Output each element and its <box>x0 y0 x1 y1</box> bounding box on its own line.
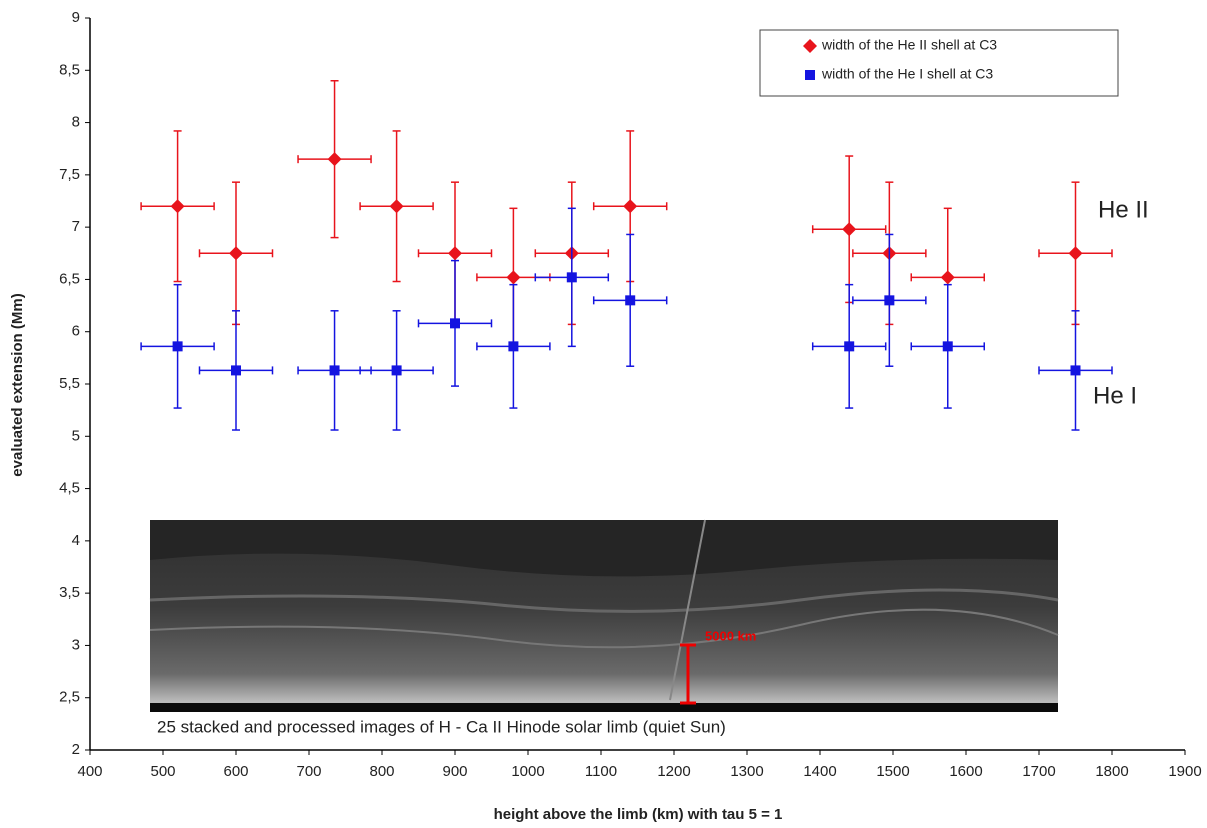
legend-label: width of the He I shell at C3 <box>821 66 993 82</box>
point <box>625 295 636 306</box>
point <box>172 341 183 352</box>
point <box>884 295 895 306</box>
y-tick-label: 8 <box>72 114 80 131</box>
y-tick-label: 7,5 <box>59 166 80 183</box>
point <box>842 222 857 237</box>
y-tick-label: 4,5 <box>59 480 80 497</box>
point <box>170 199 185 214</box>
x-tick-label: 1000 <box>511 763 544 780</box>
y-tick-label: 3,5 <box>59 584 80 601</box>
y-tick-label: 2,5 <box>59 689 80 706</box>
point <box>844 341 855 352</box>
x-tick-label: 1400 <box>803 763 836 780</box>
point <box>229 246 243 261</box>
y-tick-label: 2 <box>72 741 80 758</box>
y-axis-label: evaluated extension (Mm) <box>9 293 26 476</box>
x-tick-label: 700 <box>296 763 321 780</box>
y-tick-label: 7 <box>72 218 80 235</box>
point <box>940 270 955 285</box>
point <box>623 199 638 214</box>
y-tick-label: 4 <box>72 532 80 549</box>
x-tick-label: 1100 <box>585 763 617 780</box>
x-tick-label: 1300 <box>730 763 763 780</box>
inset-caption: 25 stacked and processed images of H - C… <box>157 717 726 736</box>
x-tick-label: 1200 <box>657 763 690 780</box>
legend-label: width of the He II shell at C3 <box>821 37 997 53</box>
y-tick-label: 3 <box>72 636 80 653</box>
point <box>942 341 953 352</box>
y-tick-label: 9 <box>72 9 80 26</box>
point <box>1068 246 1083 261</box>
x-axis-label: height above the limb (km) with tau 5 = … <box>494 806 783 823</box>
y-tick-label: 5,5 <box>59 375 80 392</box>
point <box>450 318 460 329</box>
legend <box>759 29 1119 97</box>
inset-image <box>149 519 1059 744</box>
point <box>508 341 519 352</box>
he2-label: He II <box>1098 196 1149 223</box>
point <box>329 365 340 376</box>
point <box>506 270 521 285</box>
point <box>391 365 402 376</box>
point <box>327 152 342 167</box>
x-tick-label: 400 <box>77 763 102 780</box>
point <box>448 246 462 261</box>
x-tick-label: 1900 <box>1168 763 1201 780</box>
point <box>566 272 577 283</box>
legend-marker <box>803 39 817 53</box>
y-tick-label: 5 <box>72 427 80 444</box>
x-tick-label: 500 <box>150 763 175 780</box>
x-tick-label: 600 <box>223 763 248 780</box>
x-tick-label: 1800 <box>1095 763 1128 780</box>
x-tick-label: 1500 <box>876 763 909 780</box>
point <box>231 365 241 376</box>
x-tick-label: 1700 <box>1022 763 1055 780</box>
x-tick-label: 900 <box>442 763 467 780</box>
point <box>389 199 404 214</box>
he1-label: He I <box>1093 382 1137 409</box>
point <box>1070 365 1081 376</box>
x-tick-label: 1600 <box>949 763 982 780</box>
y-tick-label: 6,5 <box>59 270 80 287</box>
legend-marker <box>805 70 815 80</box>
y-tick-label: 6 <box>72 323 80 340</box>
x-tick-label: 800 <box>369 763 394 780</box>
scale-label: 5000 km <box>705 628 756 643</box>
y-tick-label: 8,5 <box>59 61 80 78</box>
